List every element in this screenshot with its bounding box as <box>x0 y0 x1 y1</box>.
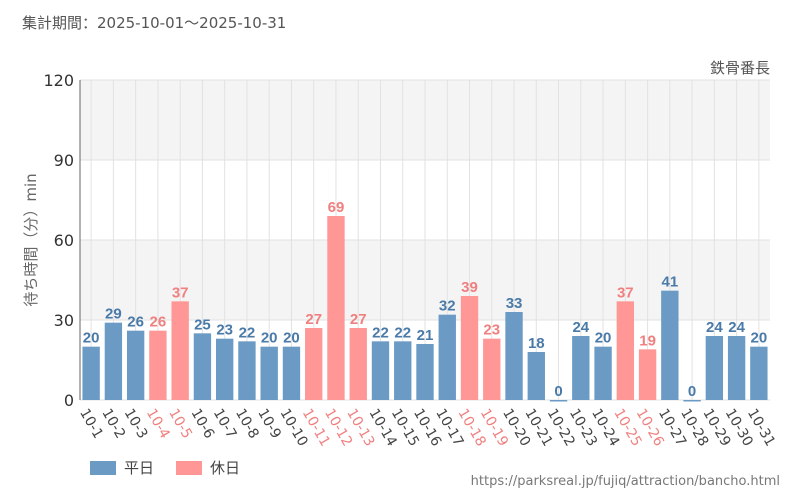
bar-10-1[interactable] <box>82 346 100 400</box>
bar-value-label: 0 <box>554 383 562 400</box>
bar-value-label: 24 <box>572 319 589 336</box>
bar-value-label: 37 <box>617 284 634 301</box>
chart-value-labels: 20 29 26 26 37 25 23 22 20 20 27 69 27 22 22 21 32 39 23 33… <box>83 199 767 400</box>
bar-value-label: 22 <box>372 324 389 341</box>
bar-10-7[interactable] <box>215 338 234 400</box>
bar-10-26[interactable] <box>638 349 657 400</box>
bar-10-18[interactable] <box>460 296 479 400</box>
bar-value-label: 20 <box>83 330 100 347</box>
bar-10-30[interactable] <box>727 336 746 400</box>
bar-10-22[interactable] <box>549 400 568 402</box>
bar-value-label: 23 <box>483 322 500 339</box>
chart-title: 鉄骨番長 <box>710 59 770 77</box>
bar-10-2[interactable] <box>104 322 123 400</box>
legend-weekday[interactable]: 平日 <box>90 457 154 478</box>
bar-10-29[interactable] <box>705 336 724 400</box>
bar-10-25[interactable] <box>616 301 635 400</box>
y-tick-label: 90 <box>54 151 74 170</box>
y-tick-label: 0 <box>64 391 74 410</box>
bar-10-28[interactable] <box>683 400 701 402</box>
bar-10-11[interactable] <box>305 328 323 400</box>
bar-10-19[interactable] <box>483 338 501 400</box>
bar-value-label: 22 <box>239 324 256 341</box>
bar-value-label: 20 <box>595 330 612 347</box>
source-url[interactable]: https://parksreal.jp/fujiq/attraction/ba… <box>470 474 780 489</box>
legend-holiday-swatch <box>176 460 203 475</box>
bar-value-label: 19 <box>639 332 656 349</box>
y-tick-label: 120 <box>43 71 74 90</box>
bar-value-label: 33 <box>506 295 523 312</box>
bar-10-5[interactable] <box>171 301 189 400</box>
bar-10-8[interactable] <box>238 341 256 400</box>
bar-10-17[interactable] <box>438 314 456 400</box>
bar-10-15[interactable] <box>394 341 412 400</box>
bar-10-14[interactable] <box>371 341 390 400</box>
bar-10-23[interactable] <box>572 336 590 400</box>
bar-value-label: 24 <box>706 319 723 336</box>
bar-value-label: 27 <box>350 311 367 328</box>
bar-10-31[interactable] <box>750 346 768 400</box>
bar-10-10[interactable] <box>282 346 301 400</box>
bar-value-label: 20 <box>261 330 278 347</box>
bar-value-label: 22 <box>394 324 411 341</box>
bar-10-16[interactable] <box>416 344 434 400</box>
chart-bars <box>82 216 768 402</box>
bar-value-label: 27 <box>305 311 322 328</box>
bar-value-label: 26 <box>127 314 144 331</box>
legend: 平日 休日 <box>90 457 240 478</box>
bar-value-label: 32 <box>439 298 456 315</box>
bar-value-label: 24 <box>728 319 745 336</box>
bar-value-label: 21 <box>417 327 434 344</box>
y-tick-label: 60 <box>54 231 74 250</box>
bar-value-label: 39 <box>461 279 478 296</box>
bar-value-label: 23 <box>216 322 233 339</box>
y-tick-label: 30 <box>54 311 74 330</box>
legend-holiday[interactable]: 休日 <box>176 457 240 478</box>
bar-value-label: 0 <box>688 383 696 400</box>
bar-value-label: 26 <box>150 314 167 331</box>
bar-10-21[interactable] <box>527 352 545 400</box>
bar-10-12[interactable] <box>327 216 345 400</box>
legend-weekday-label: 平日 <box>124 459 155 477</box>
legend-holiday-label: 休日 <box>210 459 241 477</box>
bar-value-label: 29 <box>105 306 122 323</box>
bar-10-9[interactable] <box>260 346 278 400</box>
bar-10-24[interactable] <box>594 346 612 400</box>
bar-10-13[interactable] <box>349 328 367 400</box>
y-axis-title: 待ち時間（分）min <box>22 173 40 306</box>
chart-x-labels: 10-110-210-310-410-510-610-710-810-910-1… <box>76 406 778 449</box>
bar-value-label: 37 <box>172 284 189 301</box>
bar-value-label: 20 <box>283 330 300 347</box>
bar-value-label: 18 <box>528 335 545 352</box>
bar-value-label: 69 <box>328 199 345 216</box>
bar-10-6[interactable] <box>193 333 212 400</box>
collection-period: 集計期間：2025-10-01～2025-10-31 <box>22 14 287 32</box>
bar-10-27[interactable] <box>661 290 679 400</box>
bar-10-20[interactable] <box>505 312 523 400</box>
bar-value-label: 41 <box>661 274 678 291</box>
chart-y-labels: 0 30 60 90 120 <box>43 71 74 410</box>
bar-value-label: 25 <box>194 316 211 333</box>
bar-10-3[interactable] <box>126 330 145 400</box>
bar-10-4[interactable] <box>149 330 167 400</box>
bar-value-label: 20 <box>751 330 768 347</box>
legend-weekday-swatch <box>90 460 116 475</box>
